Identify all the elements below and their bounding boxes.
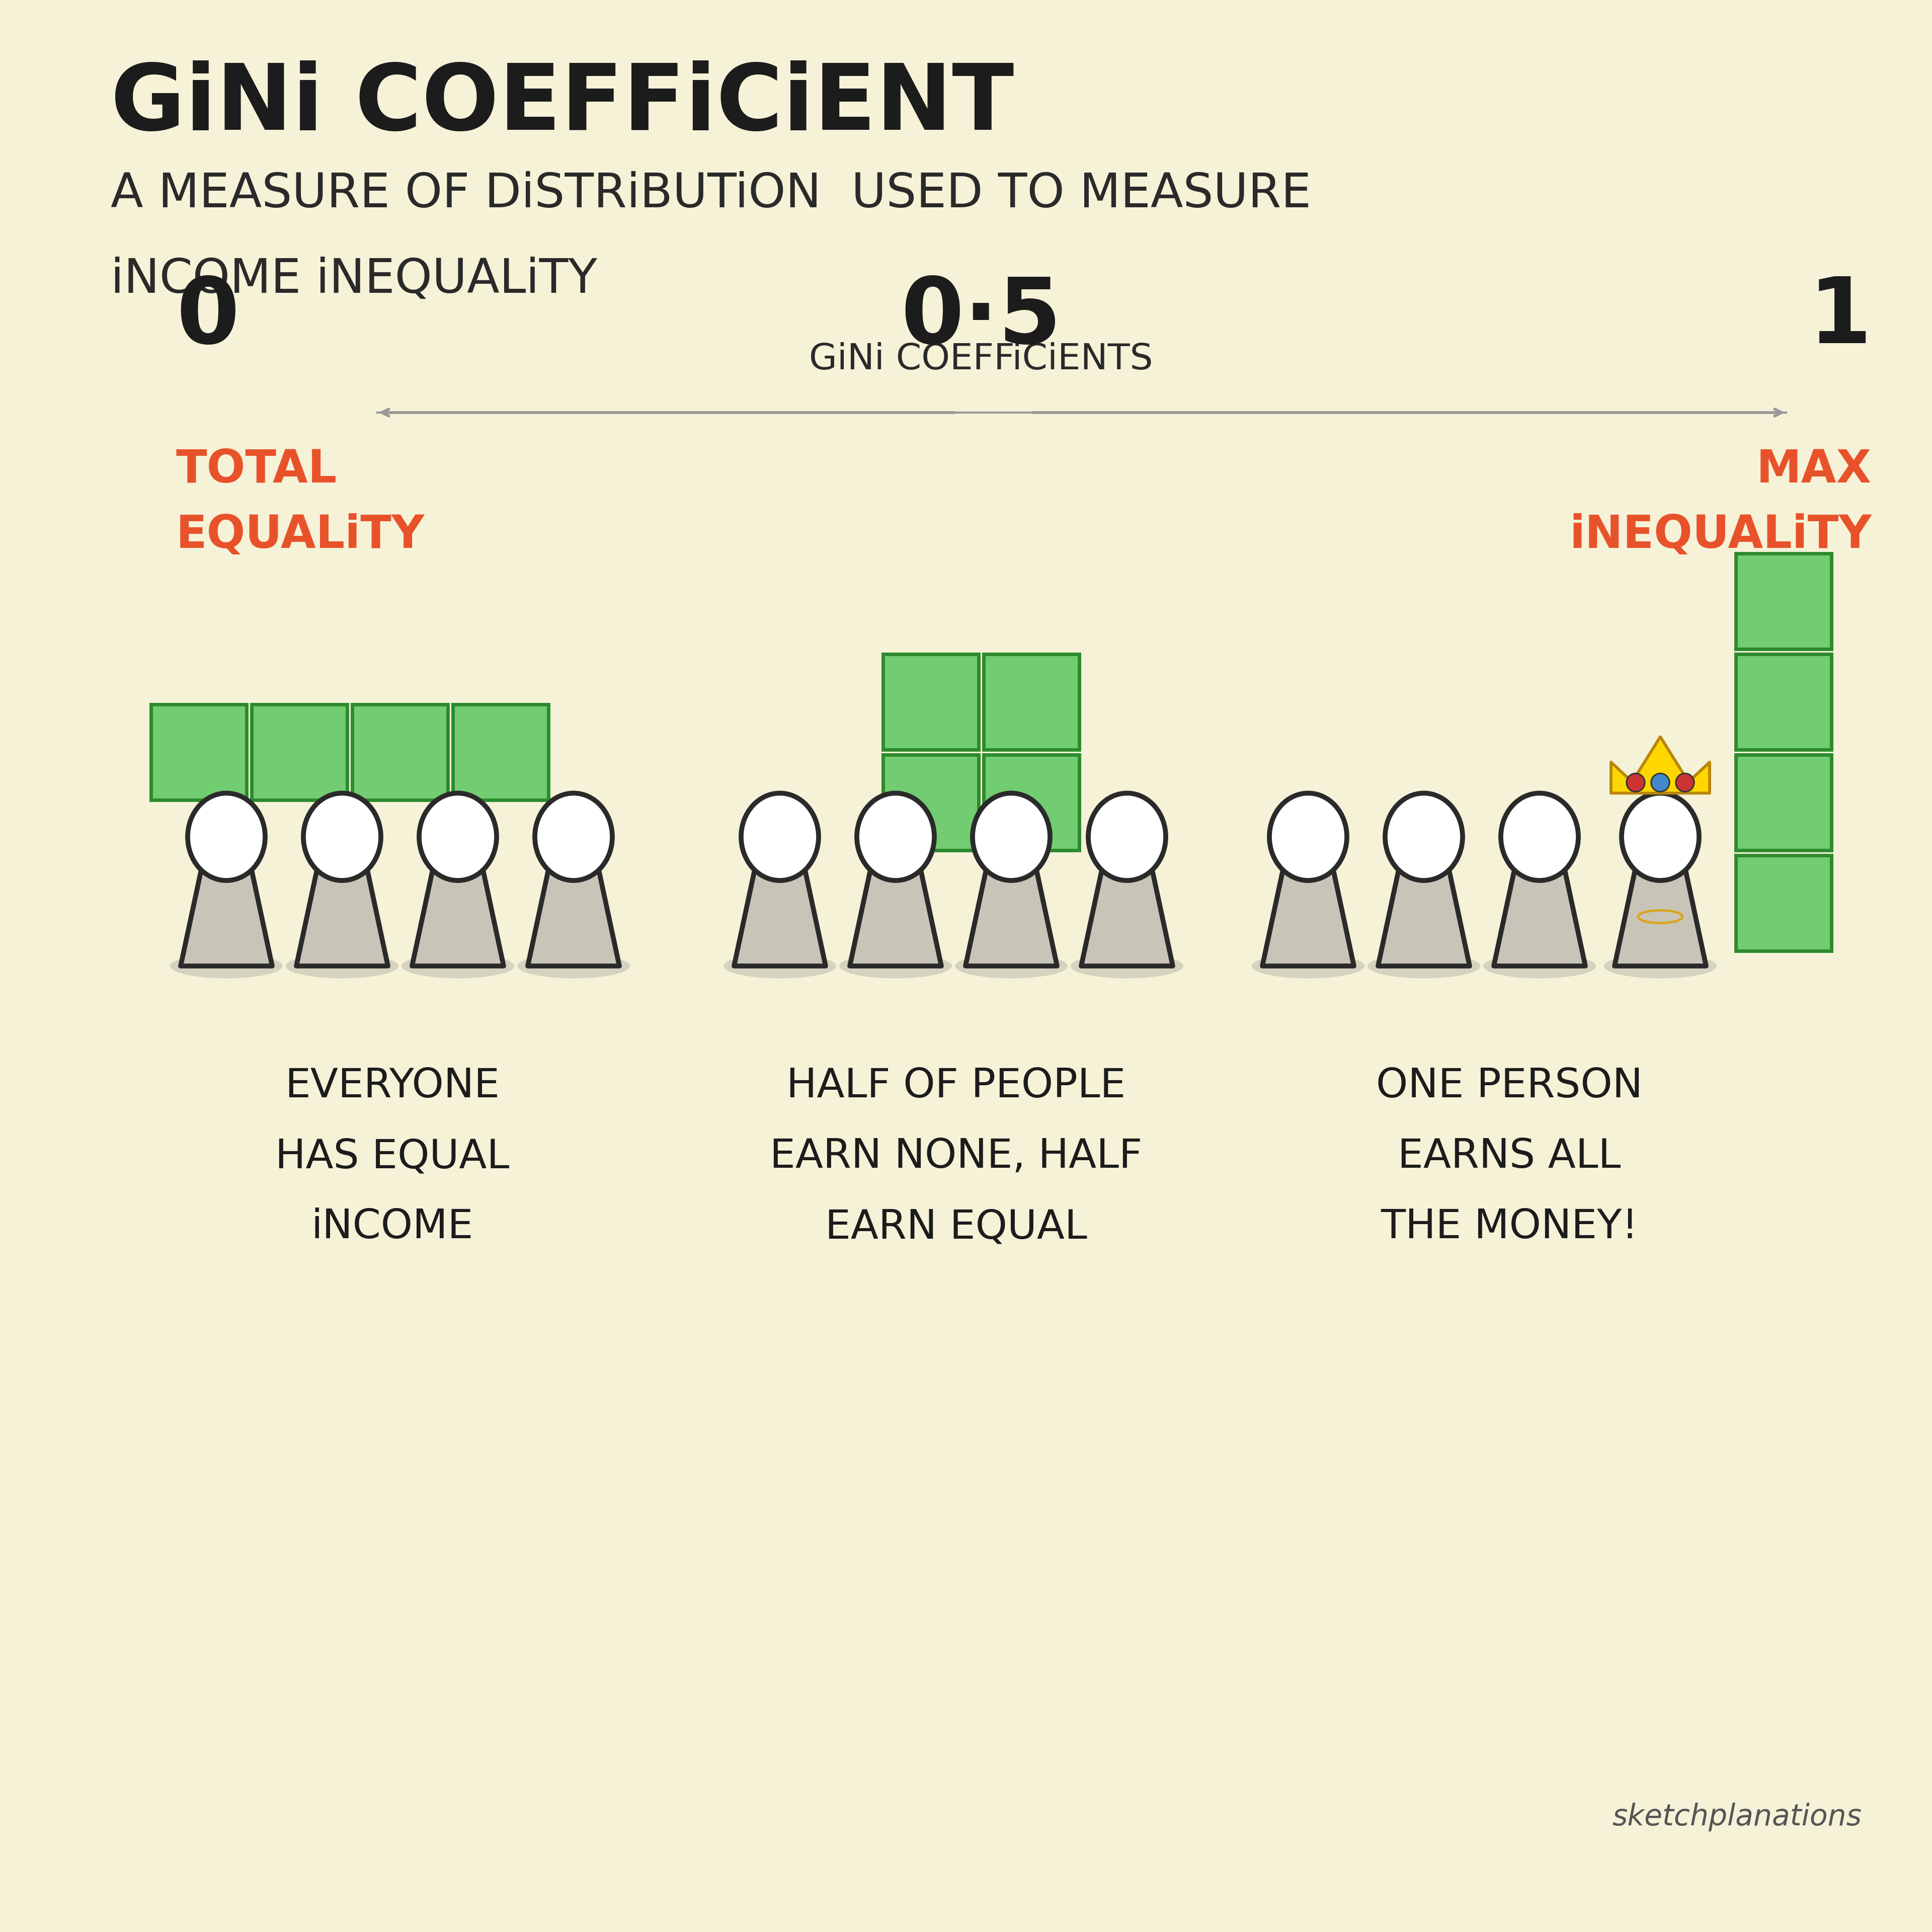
Text: GiNi COEFFiCiENTS: GiNi COEFFiCiENTS (810, 342, 1153, 377)
Bar (1735, 856, 1832, 951)
Bar (1735, 755, 1832, 850)
Bar (983, 755, 1080, 850)
Ellipse shape (286, 954, 398, 978)
Polygon shape (1082, 867, 1173, 966)
Ellipse shape (1621, 794, 1698, 881)
Ellipse shape (954, 954, 1068, 978)
Text: HALF OF PEOPLE: HALF OF PEOPLE (786, 1066, 1126, 1105)
Polygon shape (1493, 867, 1586, 966)
Polygon shape (850, 867, 941, 966)
Ellipse shape (535, 794, 612, 881)
Circle shape (1627, 773, 1644, 792)
Bar (452, 705, 549, 800)
Text: EARN NONE, HALF: EARN NONE, HALF (769, 1138, 1142, 1177)
Ellipse shape (723, 954, 837, 978)
Ellipse shape (1070, 954, 1182, 978)
Polygon shape (966, 867, 1057, 966)
Text: GiNi COEFFiCiENT: GiNi COEFFiCiENT (110, 60, 1014, 149)
Ellipse shape (1604, 954, 1718, 978)
Circle shape (1675, 773, 1694, 792)
Polygon shape (1378, 867, 1470, 966)
Ellipse shape (1269, 794, 1347, 881)
Polygon shape (1262, 867, 1354, 966)
Text: EARN EQUAL: EARN EQUAL (825, 1208, 1088, 1246)
Ellipse shape (838, 954, 952, 978)
Ellipse shape (303, 794, 381, 881)
Bar (1735, 553, 1832, 649)
Bar (151, 705, 247, 800)
Ellipse shape (742, 794, 819, 881)
Bar (983, 655, 1080, 750)
Polygon shape (1615, 867, 1706, 966)
Text: A MEASURE OF DiSTRiBUTiON  USED TO MEASURE: A MEASURE OF DiSTRiBUTiON USED TO MEASUR… (110, 172, 1312, 218)
Text: 0: 0 (176, 274, 240, 363)
Ellipse shape (1501, 794, 1578, 881)
Ellipse shape (170, 954, 282, 978)
Text: EVERYONE: EVERYONE (286, 1066, 500, 1105)
Text: iNCOME: iNCOME (311, 1208, 473, 1246)
Text: MAX: MAX (1756, 448, 1872, 493)
Ellipse shape (856, 794, 935, 881)
Ellipse shape (1385, 794, 1463, 881)
Text: EARNS ALL: EARNS ALL (1399, 1138, 1621, 1177)
Polygon shape (1611, 736, 1710, 794)
Ellipse shape (1088, 794, 1165, 881)
Text: 0·5: 0·5 (900, 274, 1061, 363)
Bar (1735, 655, 1832, 750)
Text: EQUALiTY: EQUALiTY (176, 514, 425, 558)
Bar (883, 655, 980, 750)
Text: sketchplanations: sketchplanations (1611, 1803, 1862, 1832)
Polygon shape (734, 867, 825, 966)
Ellipse shape (972, 794, 1049, 881)
Text: ONE PERSON: ONE PERSON (1376, 1066, 1642, 1105)
Polygon shape (296, 867, 388, 966)
Ellipse shape (187, 794, 265, 881)
Ellipse shape (1484, 954, 1596, 978)
Ellipse shape (1368, 954, 1480, 978)
Bar (883, 755, 980, 850)
Bar (251, 705, 348, 800)
Ellipse shape (402, 954, 514, 978)
Bar (352, 705, 448, 800)
Polygon shape (527, 867, 620, 966)
Ellipse shape (1252, 954, 1364, 978)
Text: iNEQUALiTY: iNEQUALiTY (1569, 514, 1872, 558)
Text: iNCOME iNEQUALiTY: iNCOME iNEQUALiTY (110, 257, 597, 303)
Text: TOTAL: TOTAL (176, 448, 338, 493)
Text: 1: 1 (1808, 274, 1872, 363)
Ellipse shape (419, 794, 497, 881)
Ellipse shape (518, 954, 630, 978)
Polygon shape (412, 867, 504, 966)
Text: HAS EQUAL: HAS EQUAL (276, 1138, 510, 1177)
Text: THE MONEY!: THE MONEY! (1381, 1208, 1638, 1246)
Polygon shape (180, 867, 272, 966)
Circle shape (1652, 773, 1669, 792)
